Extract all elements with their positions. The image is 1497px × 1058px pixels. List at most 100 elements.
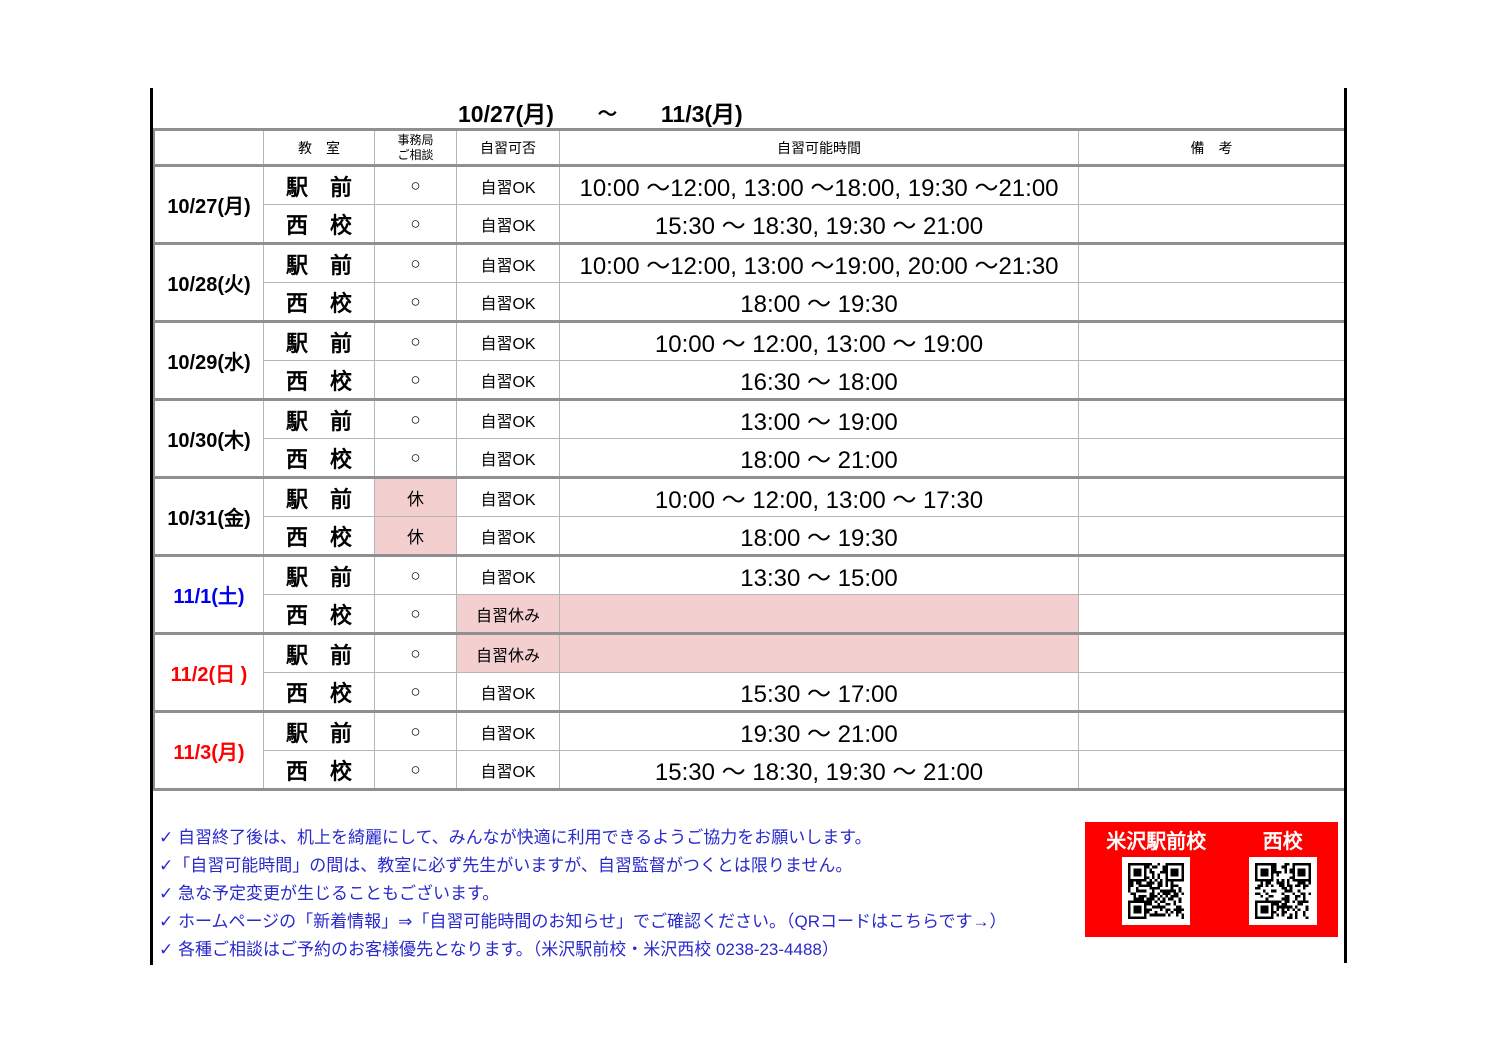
note-line: ✓「自習可能時間」の間は、教室に必ず先生がいますが、自習監督がつくとは限りません… [159, 856, 853, 875]
qr-label-nishiko: 西校 [1262, 831, 1303, 853]
classroom-cell: 駅 前 [263, 242, 375, 283]
study-hours-cell: 15:30 ～ 17:00 [559, 672, 1079, 712]
office-consult-cell: ○ [374, 320, 457, 361]
note-line: ✓ 各種ご相談はご予約のお客様優先となります。（米沢駅前校・米沢西校 0238-… [159, 940, 839, 959]
study-status-cell: 自習OK [456, 398, 560, 439]
header-office-consult: 事務局 ご相談 [374, 129, 457, 167]
office-consult-cell: ○ [374, 282, 457, 322]
classroom-cell: 駅 前 [263, 554, 375, 595]
header-classroom: 教 室 [263, 129, 375, 167]
office-consult-cell: ○ [374, 398, 457, 439]
study-hours-cell: 18:00 ～ 19:30 [559, 282, 1079, 322]
office-consult-cell: ○ [374, 632, 457, 673]
office-consult-cell: ○ [374, 672, 457, 712]
schedule-row: 11/1(土) 駅 前 ○ 自習OK 13:30 ～ 15:00 [153, 554, 1346, 634]
date-cell: 10/27(月) [153, 164, 264, 244]
header-study-hours: 自習可能時間 [559, 129, 1079, 167]
study-status-cell: 自習OK [456, 750, 560, 790]
schedule-row: 10/29(水) 駅 前 ○ 自習OK 10:00 ～ 12:00, 13:00 ～ 1… [153, 320, 1346, 400]
study-status-cell: 自習OK [456, 242, 560, 283]
classroom-cell: 西 校 [263, 516, 375, 556]
schedule-row: 西 校 ○ 自習OK 15:30 ～ 18:30, 19:30 ～ 21:00 [154, 750, 1346, 790]
schedule-row: 10/28(火) 駅 前 ○ 自習OK 10:00 ～12:00, 13:00 ～19:… [153, 242, 1346, 322]
qr-column-nishiko: 西校 [1248, 830, 1317, 925]
date-range-title: 10/27(月) ～ 11/3(月) [458, 95, 743, 129]
study-status-cell: 自習休み [456, 632, 560, 673]
header-date [153, 129, 264, 167]
study-hours-cell: 10:00 ～ 12:00, 13:00 ～ 17:30 [559, 476, 1079, 517]
classroom-cell: 駅 前 [263, 632, 375, 673]
footer-notes: ✓ 自習終了後は、机上を綺麗にして、みんなが快適に利用できるようご協力をお願いし… [159, 824, 1007, 964]
remark-cell [1078, 438, 1346, 478]
study-hours-cell [559, 594, 1079, 634]
remark-cell [1078, 672, 1346, 712]
study-status-cell: 自習OK [456, 672, 560, 712]
remark-cell [1078, 398, 1346, 439]
study-hours-cell: 16:30 ～ 18:00 [559, 360, 1079, 400]
office-consult-cell: ○ [374, 164, 457, 205]
schedule-row: 10/27(月) 駅 前 ○ 自習OK 10:00 ～12:00, 13:00 ～18:… [153, 164, 1346, 244]
header-remarks: 備 考 [1078, 129, 1346, 167]
remark-cell [1078, 594, 1346, 634]
study-status-cell: 自習OK [456, 710, 560, 751]
date-cell: 10/28(火) [153, 242, 264, 322]
page-margin-line-right [1344, 88, 1347, 963]
remark-cell [1078, 516, 1346, 556]
classroom-cell: 西 校 [263, 204, 375, 244]
study-hours-cell: 15:30 ～ 18:30, 19:30 ～ 21:00 [559, 750, 1079, 790]
schedule-row: 西 校 ○ 自習休み [154, 594, 1346, 634]
classroom-cell: 駅 前 [263, 710, 375, 751]
remark-cell [1078, 164, 1346, 205]
study-hours-cell: 13:30 ～ 15:00 [559, 554, 1079, 595]
remark-cell [1078, 710, 1346, 751]
study-status-cell: 自習OK [456, 320, 560, 361]
tilde-separator: ～ [597, 103, 617, 125]
study-hours-cell: 10:00 ～ 12:00, 13:00 ～ 19:00 [559, 320, 1079, 361]
note-line: ✓ 自習終了後は、机上を綺麗にして、みんなが快適に利用できるようご協力をお願いし… [159, 828, 872, 847]
schedule-row: 西 校 ○ 自習OK 18:00 ～ 21:00 [154, 438, 1346, 478]
remark-cell [1078, 476, 1346, 517]
study-status-cell: 自習OK [456, 554, 560, 595]
classroom-cell: 駅 前 [263, 476, 375, 517]
date-cell: 11/3(月) [153, 710, 264, 790]
classroom-cell: 西 校 [263, 282, 375, 322]
table-header-row: 教 室 事務局 ご相談 自習可否 自習可能時間 備 考 [153, 129, 1346, 167]
header-study-status: 自習可否 [456, 129, 560, 167]
study-status-cell: 自習休み [456, 594, 560, 634]
study-schedule-table: 教 室 事務局 ご相談 自習可否 自習可能時間 備 考 10/27(月) 駅 前 ○… [152, 128, 1347, 791]
schedule-row: 11/2(日 ) 駅 前 ○ 自習休み [153, 632, 1346, 712]
classroom-cell: 西 校 [263, 672, 375, 712]
study-status-cell: 自習OK [456, 516, 560, 556]
remark-cell [1078, 204, 1346, 244]
qr-code-icon [1122, 857, 1191, 925]
office-consult-cell: ○ [374, 360, 457, 400]
schedule-row: 11/3(月) 駅 前 ○ 自習OK 19:30 ～ 21:00 [153, 710, 1346, 790]
study-status-cell: 自習OK [456, 164, 560, 205]
schedule-row: 西 校 ○ 自習OK 15:30 ～ 18:30, 19:30 ～ 21:00 [154, 204, 1346, 244]
classroom-cell: 西 校 [263, 438, 375, 478]
date-cell: 10/29(水) [153, 320, 264, 400]
qr-column-ekimae: 米沢駅前校 [1106, 830, 1206, 925]
study-status-cell: 自習OK [456, 438, 560, 478]
date-cell: 10/31(金) [153, 476, 264, 556]
remark-cell [1078, 242, 1346, 283]
page-margin-line-left [150, 88, 153, 965]
study-hours-cell: 13:00 ～ 19:00 [559, 398, 1079, 439]
office-consult-cell: 休 [374, 516, 457, 556]
note-line: ✓ ホームページの「新着情報」⇒「自習可能時間のお知らせ」でご確認ください。（Q… [159, 912, 1007, 931]
office-consult-cell: 休 [374, 476, 457, 517]
office-consult-cell: ○ [374, 594, 457, 634]
schedule-row: 西 校 ○ 自習OK 18:00 ～ 19:30 [154, 282, 1346, 322]
office-consult-cell: ○ [374, 710, 457, 751]
study-hours-cell: 10:00 ～12:00, 13:00 ～19:00, 20:00 ～21:30 [559, 242, 1079, 283]
study-hours-cell [559, 632, 1079, 673]
remark-cell [1078, 750, 1346, 790]
schedule-row: 西 校 ○ 自習OK 15:30 ～ 17:00 [154, 672, 1346, 712]
study-status-cell: 自習OK [456, 360, 560, 400]
qr-code-icon [1248, 857, 1317, 925]
date-cell: 11/2(日 ) [153, 632, 264, 712]
remark-cell [1078, 320, 1346, 361]
study-hours-cell: 10:00 ～12:00, 13:00 ～18:00, 19:30 ～21:00 [559, 164, 1079, 205]
remark-cell [1078, 282, 1346, 322]
